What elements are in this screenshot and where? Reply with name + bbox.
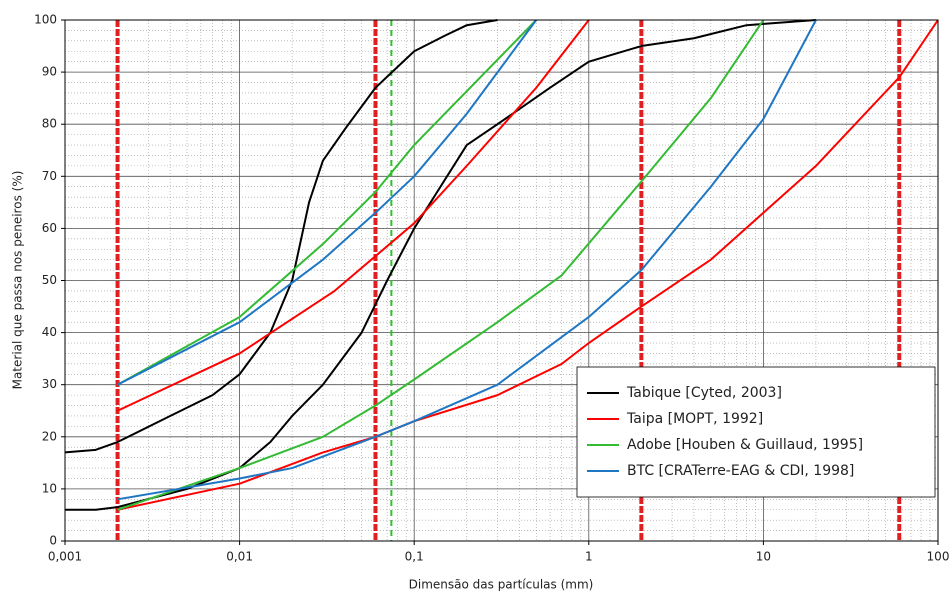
x-tick-label: 100	[927, 550, 950, 564]
x-tick-label: 10	[756, 550, 771, 564]
y-tick-label: 30	[42, 377, 57, 391]
y-tick-label: 0	[49, 534, 57, 548]
x-tick-label: 0,001	[48, 550, 82, 564]
series-line	[117, 19, 538, 386]
plot-frame	[64, 19, 939, 542]
series-line	[117, 19, 537, 386]
legend-box	[576, 366, 936, 498]
legend-label: Taipa [MOPT, 1992]	[626, 411, 763, 427]
series-line	[117, 19, 765, 511]
series-line	[117, 19, 590, 412]
y-tick-label: 20	[42, 429, 57, 443]
legend-label: Adobe [Houben & Guillaud, 1995]	[627, 437, 863, 453]
y-tick-label: 50	[42, 273, 57, 287]
x-axis-label: Dimensão das partículas (mm)	[409, 578, 594, 592]
y-tick-label: 100	[34, 13, 57, 27]
y-tick-label: 90	[42, 65, 57, 79]
y-tick-label: 70	[42, 169, 57, 183]
y-axis-label: Material que passa nos peneiros (%)	[11, 171, 25, 390]
series-line	[65, 19, 817, 511]
series-line	[117, 19, 817, 501]
legend-label: Tabique [Cyted, 2003]	[626, 385, 782, 401]
y-tick-label: 10	[42, 481, 57, 495]
x-tick-label: 1	[585, 550, 593, 564]
x-tick-label: 0,1	[405, 550, 424, 564]
legend-label: BTC [CRATerre-EAG & CDI, 1998]	[627, 463, 854, 479]
series-line	[117, 19, 939, 511]
y-tick-label: 80	[42, 117, 57, 131]
series-line	[64, 19, 498, 454]
y-tick-label: 40	[42, 325, 57, 339]
x-tick-label: 0,01	[226, 550, 253, 564]
y-tick-label: 60	[42, 221, 57, 235]
